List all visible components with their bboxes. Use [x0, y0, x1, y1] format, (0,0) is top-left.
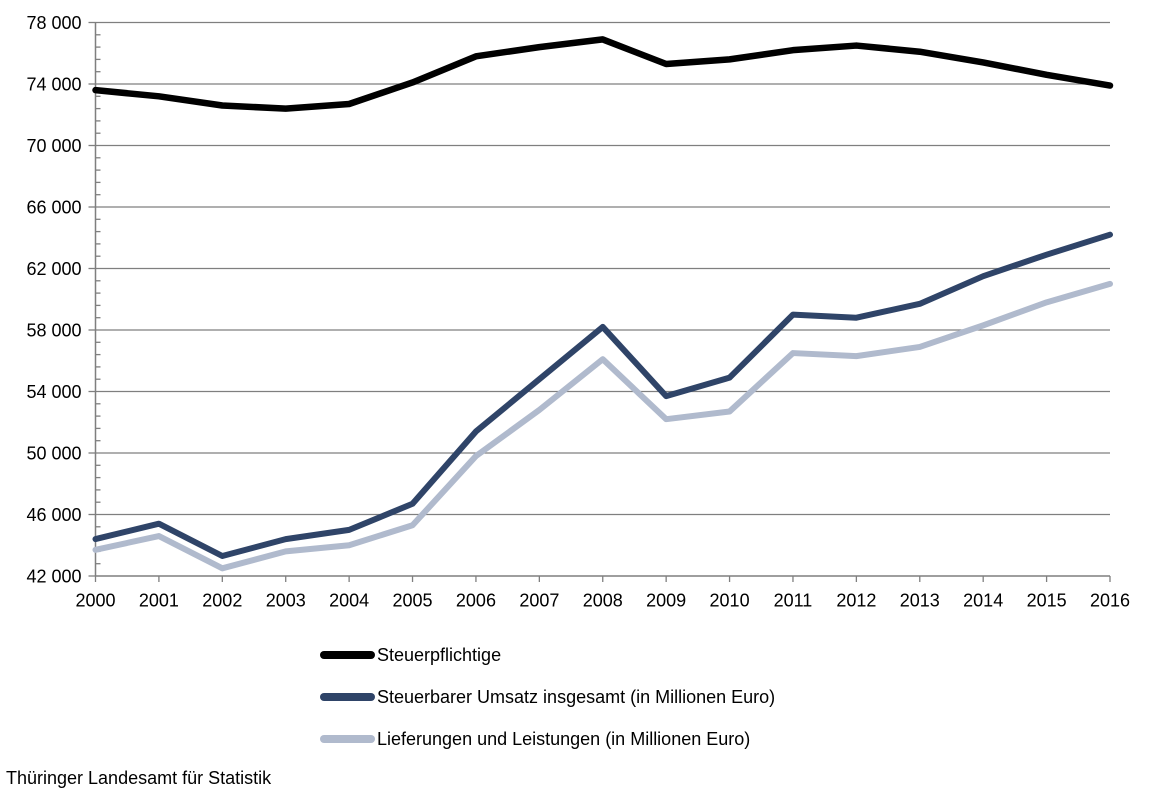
y-tick-label: 54 000 [26, 382, 81, 402]
legend: Steuerpflichtige Steuerbarer Umsatz insg… [320, 634, 775, 760]
legend-item-lieferungen-leistungen: Lieferungen und Leistungen (in Millionen… [320, 718, 775, 760]
legend-swatch-steuerbarer-umsatz [320, 693, 375, 701]
y-tick-label: 66 000 [26, 198, 81, 218]
x-tick-label: 2003 [266, 591, 306, 611]
legend-swatch-steuerpflichtige [320, 651, 375, 659]
series-line-steuerpflichtige [92, 36, 1114, 112]
x-tick-label: 2002 [202, 591, 242, 611]
x-tick-label: 2009 [646, 591, 686, 611]
gridlines [95, 21, 1110, 516]
y-axis-tick-labels: 42 000 46 000 50 000 54 000 58 000 62 000 66 0… [26, 13, 81, 587]
legend-item-steuerpflichtige: Steuerpflichtige [320, 634, 775, 676]
x-tick-label: 2005 [393, 591, 433, 611]
series-lines [92, 36, 1114, 572]
legend-swatch-lieferungen-leistungen [320, 735, 375, 743]
x-tick-label: 2016 [1090, 591, 1130, 611]
legend-label-steuerpflichtige: Steuerpflichtige [377, 644, 502, 665]
x-tick-label: 2014 [963, 591, 1003, 611]
x-tick-label: 2006 [456, 591, 496, 611]
line-chart: 42 000 46 000 50 000 54 000 58 000 62 000 66 0… [26, 13, 1130, 611]
x-tick-label: 2001 [139, 591, 179, 611]
x-tick-label: 2011 [774, 591, 813, 611]
legend-label-lieferungen-leistungen: Lieferungen und Leistungen (in Millionen… [377, 728, 751, 749]
x-axis-tick-labels: 2000 2001 2002 2003 2004 2005 2006 2007 2008 2009… [75, 591, 1130, 611]
y-tick-label: 78 000 [26, 13, 81, 33]
y-tick-label: 46 000 [26, 505, 81, 525]
y-tick-label: 70 000 [26, 136, 81, 156]
y-tick-label: 74 000 [26, 75, 81, 95]
legend-item-steuerbarer-umsatz: Steuerbarer Umsatz insgesamt (in Million… [320, 676, 775, 718]
x-tick-label: 2007 [519, 591, 559, 611]
legend-label-steuerbarer-umsatz: Steuerbarer Umsatz insgesamt (in Million… [377, 686, 776, 707]
x-tick-label: 2000 [75, 591, 115, 611]
x-tick-label: 2015 [1027, 591, 1067, 611]
y-tick-label: 42 000 [26, 567, 81, 587]
x-tick-label: 2004 [329, 591, 369, 611]
y-tick-label: 58 000 [26, 321, 81, 341]
source-attribution: Thüringer Landesamt für Statistik [6, 768, 272, 788]
y-tick-label: 62 000 [26, 259, 81, 279]
series-line-lieferungen-und-leistungen-in-millionen-euro [92, 280, 1113, 572]
y-axis-ticks [88, 21, 101, 577]
x-axis-ticks [94, 576, 1111, 582]
x-tick-label: 2012 [836, 591, 876, 611]
y-tick-label: 50 000 [26, 444, 81, 464]
x-tick-label: 2010 [710, 591, 750, 611]
x-tick-label: 2013 [900, 591, 940, 611]
series-line-steuerbarer-umsatz-insgesamt-in-millionen-euro [92, 231, 1113, 560]
x-tick-label: 2008 [583, 591, 623, 611]
